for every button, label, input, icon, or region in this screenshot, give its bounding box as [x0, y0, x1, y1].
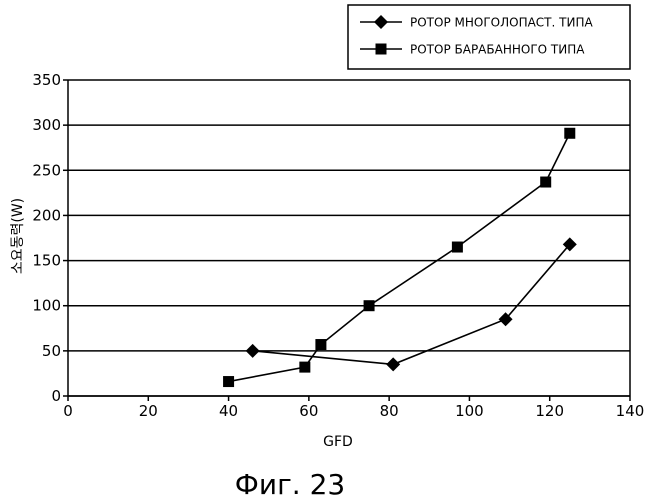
- y-tick-label: 250: [32, 161, 61, 179]
- y-axis-label: 소요동력(W): [10, 198, 26, 274]
- y-tick-label: 350: [32, 71, 61, 89]
- tick-labels: 0 50 100 150 200 250 300 350 0 20 40 60 80 100 120 140: [32, 71, 644, 420]
- y-tick-label: 150: [32, 252, 61, 270]
- y-tick-label: 300: [32, 116, 61, 134]
- x-tick-label: 80: [380, 402, 399, 420]
- series-line: [253, 244, 570, 364]
- figure-caption: Фиг. 23: [235, 468, 345, 500]
- x-axis-label: GFD: [323, 434, 353, 450]
- series-square: [223, 128, 575, 387]
- x-tick-label: 120: [535, 402, 564, 420]
- legend-label: РОТОР МНОГОЛОПАСТ. ТИПА: [410, 16, 593, 30]
- x-tick-label: 140: [616, 402, 645, 420]
- x-tick-label: 100: [455, 402, 484, 420]
- x-tick-label: 60: [299, 402, 318, 420]
- x-tick-label: 20: [139, 402, 158, 420]
- data-point: [246, 344, 260, 358]
- legend-marker: [376, 44, 387, 55]
- data-point: [315, 339, 326, 350]
- legend-label: РОТОР БАРАБАННОГО ТИПА: [410, 43, 585, 57]
- data-point: [223, 376, 234, 387]
- data-point: [540, 177, 551, 188]
- y-tick-label: 0: [51, 387, 61, 405]
- y-tick-label: 200: [32, 206, 61, 224]
- y-tick-label: 50: [42, 342, 61, 360]
- data-point: [386, 357, 400, 371]
- axes: [63, 80, 630, 401]
- gridlines: [68, 80, 630, 396]
- legend: РОТОР МНОГОЛОПАСТ. ТИПА РОТОР БАРАБАННОГО…: [348, 5, 630, 69]
- y-tick-label: 100: [32, 297, 61, 315]
- data-point: [452, 242, 463, 253]
- data-point: [299, 362, 310, 373]
- data-point: [564, 128, 575, 139]
- x-tick-label: 0: [63, 402, 73, 420]
- x-tick-label: 40: [219, 402, 238, 420]
- series: [223, 128, 577, 387]
- data-point: [364, 300, 375, 311]
